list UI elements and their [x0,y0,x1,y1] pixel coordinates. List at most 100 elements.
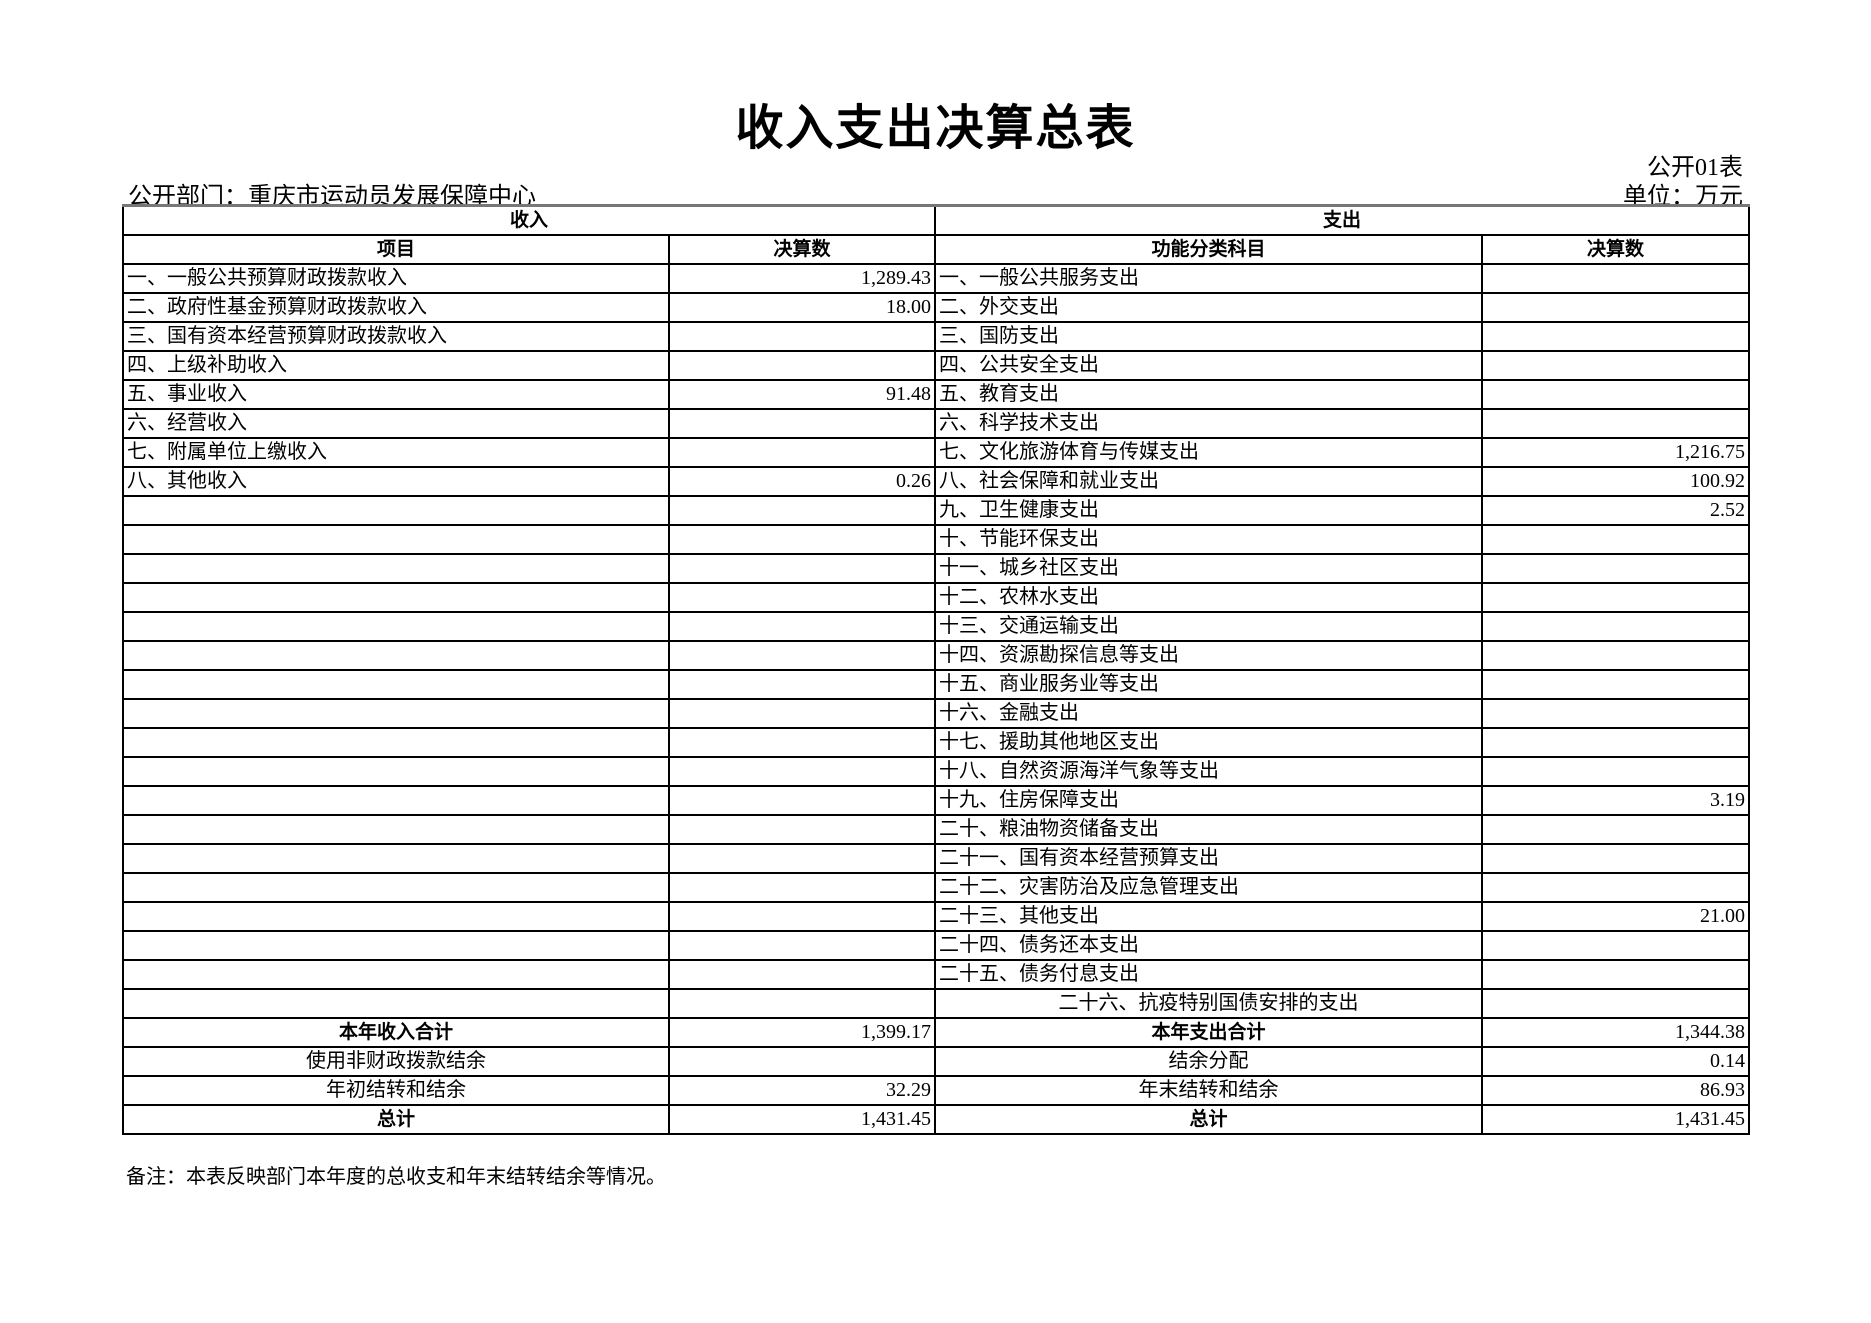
income-amount [667,872,937,903]
expense-amount [1481,669,1751,700]
table-row: 十五、商业服务业等支出 [122,669,1751,700]
income-amount [667,350,937,381]
expense-amount [1481,756,1751,787]
income-amount [667,611,937,642]
income-amount [667,698,937,729]
income-amount: 18.00 [667,292,937,323]
income-item [122,698,670,729]
expense-item: 十一、城乡社区支出 [934,553,1484,584]
expense-amount: 2.52 [1481,495,1751,526]
income-expense-table: 收入 支出 项目 决算数 功能分类科目 决算数 一、一般公共预算财政拨款收入 1,… [121,204,1751,1135]
income-amount [667,843,937,874]
income-item: 四、上级补助收入 [122,350,670,381]
income-item [122,669,670,700]
income-item [122,495,670,526]
income-amount: 0.26 [667,466,937,497]
expense-amount [1481,553,1751,584]
income-item: 二、政府性基金预算财政拨款收入 [122,292,670,323]
expense-item: 十二、农林水支出 [934,582,1484,613]
expense-header: 支出 [934,204,1751,236]
income-amount [667,988,937,1019]
expense-item: 十六、金融支出 [934,698,1484,729]
income-item [122,756,670,787]
expense-amount [1481,524,1751,555]
income-item [122,930,670,961]
income-amount [667,785,937,816]
expense-amount: 21.00 [1481,901,1751,932]
summary-row: 总计 1,431.45 总计 1,431.45 [122,1104,1751,1135]
expense-item: 九、卫生健康支出 [934,495,1484,526]
income-amount [667,524,937,555]
expense-item: 二十二、灾害防治及应急管理支出 [934,872,1484,903]
expense-item: 二十三、其他支出 [934,901,1484,932]
expense-item: 本年支出合计 [934,1017,1484,1048]
income-header: 收入 [121,204,937,236]
expense-item: 四、公共安全支出 [934,350,1484,381]
footnote: 备注：本表反映部门本年度的总收支和年末结转结余等情况。 [126,1166,666,1188]
expense-item: 十四、资源勘探信息等支出 [934,640,1484,671]
income-item [122,553,670,584]
expense-amount [1481,872,1751,903]
expense-item: 十七、援助其他地区支出 [934,727,1484,758]
income-item [122,524,670,555]
column-header: 功能分类科目 [934,234,1484,265]
expense-item: 一、一般公共服务支出 [934,263,1484,294]
expense-amount: 1,216.75 [1481,437,1751,468]
expense-item: 七、文化旅游体育与传媒支出 [934,437,1484,468]
expense-amount [1481,988,1751,1019]
income-amount: 32.29 [667,1075,937,1106]
income-amount [667,582,937,613]
summary-row: 本年收入合计 1,399.17 本年支出合计 1,344.38 [122,1017,1751,1048]
income-amount [667,408,937,439]
income-item: 总计 [122,1104,670,1135]
expense-item: 十八、自然资源海洋气象等支出 [934,756,1484,787]
income-item [122,843,670,874]
table-row: 五、事业收入 91.48 五、教育支出 [122,379,1751,410]
expense-item: 二十五、债务付息支出 [934,959,1484,990]
income-item [122,582,670,613]
expense-amount [1481,640,1751,671]
table-row: 四、上级补助收入 四、公共安全支出 [122,350,1751,381]
expense-amount [1481,843,1751,874]
expense-amount [1481,727,1751,758]
income-item [122,959,670,990]
expense-item: 年末结转和结余 [934,1075,1484,1106]
expense-amount [1481,698,1751,729]
expense-amount [1481,582,1751,613]
table-row: 十二、农林水支出 [122,582,1751,613]
income-amount [667,495,937,526]
income-item: 八、其他收入 [122,466,670,497]
income-item: 一、一般公共预算财政拨款收入 [122,263,670,294]
income-item [122,640,670,671]
income-amount [667,959,937,990]
table-row: 十六、金融支出 [122,698,1751,729]
expense-item: 总计 [934,1104,1484,1135]
expense-item: 六、科学技术支出 [934,408,1484,439]
income-item [122,988,670,1019]
column-header-row: 项目 决算数 功能分类科目 决算数 [122,234,1751,265]
expense-item: 五、教育支出 [934,379,1484,410]
table-row: 九、卫生健康支出 2.52 [122,495,1751,526]
page-title: 收入支出决算总表 [735,100,1136,156]
income-item: 三、国有资本经营预算财政拨款收入 [122,321,670,352]
income-item [122,901,670,932]
table-row: 三、国有资本经营预算财政拨款收入 三、国防支出 [122,321,1751,352]
expense-amount: 1,344.38 [1481,1017,1751,1048]
income-item [122,872,670,903]
income-item: 七、附属单位上缴收入 [122,437,670,468]
expense-item: 十、节能环保支出 [934,524,1484,555]
income-amount: 1,289.43 [667,263,937,294]
expense-amount: 3.19 [1481,785,1751,816]
summary-row: 年初结转和结余 32.29 年末结转和结余 86.93 [122,1075,1751,1106]
expense-item: 二十六、抗疫特别国债安排的支出 [934,988,1484,1019]
income-amount [667,437,937,468]
income-amount: 1,431.45 [667,1104,937,1135]
expense-amount: 100.92 [1481,466,1751,497]
table-row: 二十、粮油物资储备支出 [122,814,1751,845]
income-item: 六、经营收入 [122,408,670,439]
expense-amount [1481,292,1751,323]
income-amount [667,669,937,700]
section-header-row: 收入 支出 [121,204,1751,236]
table-row: 十七、援助其他地区支出 [122,727,1751,758]
table-row: 七、附属单位上缴收入 七、文化旅游体育与传媒支出 1,216.75 [122,437,1751,468]
